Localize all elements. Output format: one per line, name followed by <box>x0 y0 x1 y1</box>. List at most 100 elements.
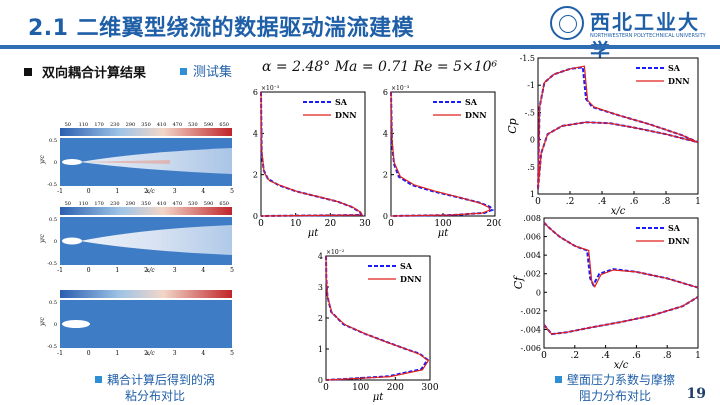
x-tick-label: 0 <box>541 351 547 361</box>
page-title: 2.1 二维翼型绕流的数据驱动湍流建模 <box>28 16 415 41</box>
x-tick-label: .8 <box>662 197 671 207</box>
square-bullet-icon <box>180 68 187 75</box>
y-tick-label: 4 <box>318 252 323 261</box>
x-tick-label: 30 <box>359 219 371 229</box>
legend-label: SA <box>335 97 348 107</box>
x-tick-label: 0 <box>323 383 329 393</box>
x-tick-label: .8 <box>663 351 672 361</box>
y-tick-label: -0.5 <box>47 344 57 350</box>
y-scale-note: ×10⁻³ <box>261 85 280 92</box>
y-ticks: 0.5 0 -0.5 y/c <box>40 138 57 188</box>
y-tick-label: 4 <box>383 129 388 138</box>
colorbar-tick-label: 110 <box>79 201 89 207</box>
x-tick-label: 1 <box>695 351 701 361</box>
contour-error: -1 0 1 2 3 4 5 x/c 0.5 0 -0.5 y/c <box>40 290 234 357</box>
y-tick-label: -.5 <box>525 108 535 117</box>
y-ticks: 0.5 0 -0.5 y/c <box>40 217 57 267</box>
caption-pressure-friction: 壁面压力系数与摩擦 阻力分布对比 <box>530 372 700 404</box>
series-line-sa <box>390 91 495 217</box>
x-tick-label: 2 <box>144 267 148 274</box>
colorbar-tick-label: 170 <box>94 201 104 207</box>
y-scale-note: ×10⁻² <box>326 249 345 256</box>
x-tick-label: 1 <box>115 188 119 195</box>
x-axis-label: x/c <box>146 188 155 195</box>
x-tick-label: .4 <box>598 197 607 207</box>
y-tick-label: 0 <box>54 322 57 328</box>
legend-label: SA <box>668 223 681 233</box>
x-tick-label: 5 <box>230 188 234 195</box>
logo-subtext: NORTHWESTERN POLYTECHNICAL UNIVERSITY <box>590 33 706 39</box>
logo-text: 西北工业大学 <box>590 10 700 63</box>
colorbar-tick-label: 230 <box>110 201 120 207</box>
series-line-dnn <box>260 91 364 217</box>
colorbar-tick-label: 650 <box>219 201 229 207</box>
y-axis-label: d <box>304 314 307 321</box>
colorbar-tick-label: 290 <box>126 201 136 207</box>
x-tick-label: 0 <box>87 188 91 195</box>
series-line-dnn <box>325 255 430 381</box>
x-ticks: -1 0 1 2 3 4 5 x/c <box>57 188 234 195</box>
x-tick-label: 4 <box>201 350 205 357</box>
pressure-coefficient-plot: 0 .2 .4 .6 .8 1 -1.5 -1 -.5 0 .5 1 x/c Cp SA DNN <box>508 54 701 217</box>
y-tick-label: 2 <box>383 171 388 180</box>
colorbar-tick-label: 530 <box>188 201 198 207</box>
x-tick-label: .6 <box>632 351 641 361</box>
x-tick-label: 200 <box>486 219 501 229</box>
colorbar-tick-label: 590 <box>204 122 214 128</box>
x-tick-label: 100 <box>352 383 369 393</box>
plot-frame <box>390 91 496 217</box>
y-ticks: 0.5 0 -0.5 y/c <box>40 300 57 350</box>
y-tick-label: 1 <box>530 190 535 199</box>
y-tick-label: 0 <box>253 212 258 221</box>
legend-label: DNN <box>465 110 487 120</box>
colorbar-tick-label: 50 <box>65 122 71 128</box>
x-tick-label: 0 <box>258 219 264 229</box>
series-line-dnn-lower <box>543 296 699 335</box>
x-tick-label: 300 <box>421 383 438 393</box>
y-tick-label: 0.5 <box>49 300 57 306</box>
legend-label: SA <box>668 63 681 73</box>
x-tick-label: 2 <box>144 350 148 357</box>
y-tick-label: 0.5 <box>49 138 57 144</box>
x-tick-label: 5 <box>230 267 234 274</box>
x-tick-label: 3 <box>173 350 177 357</box>
y-axis-label: y/c <box>40 317 46 327</box>
university-seal-icon <box>550 6 584 40</box>
eddy-viscosity-profile-3: 0 100 200 300 0 1 2 3 4 μt d ×10⁻² SA DNN <box>304 249 439 403</box>
series-line-dnn <box>390 91 491 217</box>
x-tick-label: 2 <box>144 188 148 195</box>
contour-sa: 50 110 170 230 290 350 410 470 530 590 650 -1 0 1 2 3 4… <box>40 122 234 195</box>
legend-label: DNN <box>668 236 690 246</box>
y-tick-label: .008 <box>523 214 541 223</box>
legend-label: DNN <box>668 76 690 86</box>
colorbar-tick-label: 350 <box>141 122 151 128</box>
y-tick-label: 0 <box>530 136 535 145</box>
x-tick-label: -1 <box>57 350 63 357</box>
x-axis-label: μt <box>373 392 384 403</box>
square-bullet-icon <box>554 376 562 383</box>
y-axis-label: y/c <box>40 234 46 244</box>
legend-label: SA <box>465 97 478 107</box>
plot-frame <box>325 255 431 381</box>
y-axis-label: y/c <box>40 155 46 165</box>
x-tick-label: 3 <box>173 267 177 274</box>
x-ticks: -1 0 1 2 3 4 5 x/c <box>57 267 234 274</box>
y-tick-label: 0 <box>318 376 323 385</box>
x-tick-label: 5 <box>230 350 234 357</box>
y-tick-label: -1 <box>527 81 535 90</box>
section-heading: 双向耦合计算结果 <box>24 62 146 81</box>
x-tick-label: 1 <box>695 197 701 207</box>
y-tick-label: 0 <box>536 288 541 297</box>
series-line-dnn <box>537 65 699 189</box>
x-tick-label: 1 <box>115 350 119 357</box>
x-tick-label: 100 <box>434 219 451 229</box>
y-tick-label: -0.5 <box>47 261 57 267</box>
x-tick-label: 0 <box>87 350 91 357</box>
legend-label: DNN <box>335 110 357 120</box>
y-tick-label: .006 <box>523 233 541 242</box>
colorbar-tick-label: 650 <box>219 122 229 128</box>
skin-friction-plot: 0 .2 .4 .6 .8 1 -.006 -.004 -.002 0 .002 .004 .006 .0… <box>512 214 701 371</box>
colorbar-ticks: 50 110 170 230 290 350 410 470 530 590 650 <box>65 122 229 128</box>
colorbar-tick-label: 170 <box>94 122 104 128</box>
